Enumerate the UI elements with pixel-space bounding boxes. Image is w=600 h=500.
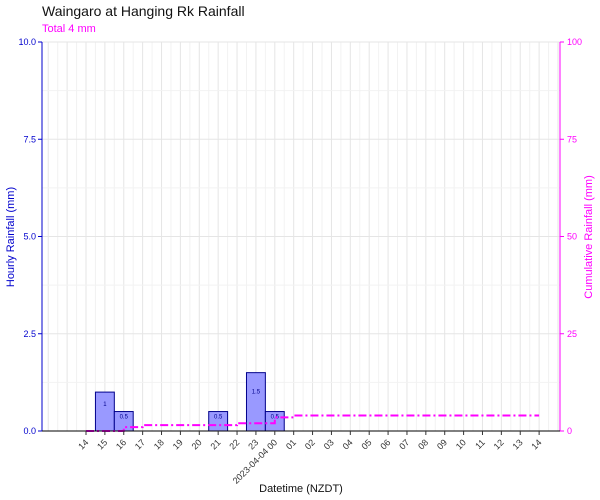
- x-tick-label: 19: [171, 437, 185, 451]
- x-tick-label: 16: [114, 437, 128, 451]
- x-tick-label: 21: [208, 437, 222, 451]
- x-tick-label: 02: [303, 437, 317, 451]
- x-axis-label: Datetime (NZDT): [259, 483, 343, 495]
- bar-data-label: 0.5: [214, 415, 223, 421]
- bar-data-label: 1.5: [252, 390, 261, 396]
- x-tick-label: 23: [246, 437, 260, 451]
- x-tick-label: 04: [341, 437, 355, 451]
- y-tick-label: 10.0: [18, 37, 36, 47]
- x-tick-label: 14: [76, 437, 90, 451]
- x-tick-label: 13: [511, 437, 525, 451]
- y2-tick-label: 75: [567, 134, 577, 144]
- chart-subtitle: Total 4 mm: [42, 23, 96, 35]
- grid-layer: [42, 41, 560, 432]
- x-tick-label: 05: [359, 437, 373, 451]
- y-tick-label: 5.0: [23, 232, 36, 242]
- x-tick-label: 10: [454, 437, 468, 451]
- x-tick-label: 08: [416, 437, 430, 451]
- y2-tick-label: 50: [567, 232, 577, 242]
- hourly-bar: [94, 391, 115, 432]
- x-tick-label: 18: [152, 437, 166, 451]
- y2-tick-label: 25: [567, 329, 577, 339]
- x-tick-label: 22: [227, 437, 241, 451]
- bar-data-label: 1: [103, 402, 107, 408]
- y2-tick-label: 100: [567, 37, 582, 47]
- y-tick-label: 7.5: [23, 134, 36, 144]
- x-tick-label: 17: [133, 437, 147, 451]
- x-tick-label: 03: [322, 437, 336, 451]
- bar-data-label: 0.5: [120, 415, 129, 421]
- bar-data-label: 0.5: [271, 415, 280, 421]
- y-tick-label: 0.0: [23, 426, 36, 436]
- x-tick-label: 06: [378, 437, 392, 451]
- x-tick-label: 12: [492, 437, 506, 451]
- x-tick-label: 09: [435, 437, 449, 451]
- y2-tick-label: 0: [567, 426, 572, 436]
- cumulative-line: [86, 414, 540, 432]
- x-tick-label: 14: [529, 437, 543, 451]
- x-tick-label: 07: [397, 437, 411, 451]
- y-tick-label: 2.5: [23, 329, 36, 339]
- y-axis-label: Hourly Rainfall (mm): [5, 187, 17, 287]
- y2-axis-label: Cumulative Rainfall (mm): [583, 175, 595, 298]
- x-tick-label: 11: [473, 437, 487, 451]
- cumulative-line-layer: [86, 414, 540, 432]
- chart-title: Waingaro at Hanging Rk Rainfall: [42, 3, 245, 19]
- x-tick-label: 20: [190, 437, 204, 451]
- x-tick-label: 01: [284, 437, 298, 451]
- x-tick-label: 15: [95, 437, 109, 451]
